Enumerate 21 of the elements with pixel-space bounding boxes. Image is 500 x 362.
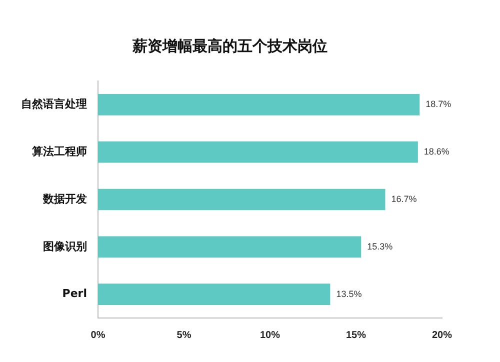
x-tick-label: 15% <box>346 330 366 341</box>
bar <box>98 141 418 163</box>
bar <box>98 284 330 305</box>
y-tick-label: 算法工程师 <box>31 144 87 158</box>
x-tick-label: 0% <box>90 330 106 341</box>
data-label: 16.7% <box>391 194 417 204</box>
data-label: 15.3% <box>367 241 393 252</box>
x-tick-label: 10% <box>260 330 280 341</box>
chart-title: 薪资增幅最高的五个技术岗位 <box>132 36 328 55</box>
bar <box>98 236 362 258</box>
data-label: 18.7% <box>426 99 452 110</box>
y-tick-label: Perl <box>62 287 87 300</box>
x-tick-label: 5% <box>176 330 192 341</box>
bar <box>98 94 420 116</box>
y-tick-label: 自然语言处理 <box>21 98 87 111</box>
bar <box>98 188 386 210</box>
data-label: 13.5% <box>336 288 362 299</box>
data-label: 18.6% <box>424 146 450 157</box>
y-tick-label: 数据开发 <box>42 192 87 206</box>
x-tick-label: 20% <box>432 330 452 341</box>
y-tick-label: 图像识别 <box>43 240 87 253</box>
